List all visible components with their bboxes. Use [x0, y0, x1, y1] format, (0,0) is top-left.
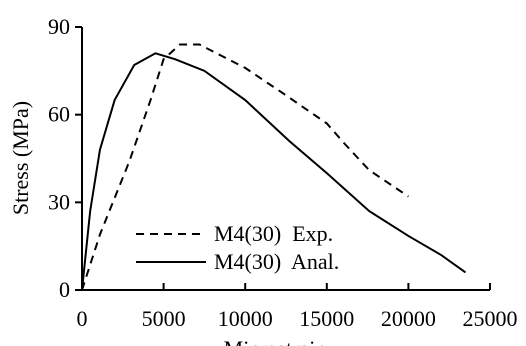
- data-line: [81, 43, 409, 291]
- y-tick-label: 60: [48, 102, 70, 127]
- y-tick-label: 90: [48, 14, 70, 39]
- legend-label: M4(30) Anal.: [214, 249, 339, 274]
- x-tick-label: 0: [77, 306, 88, 331]
- x-tick-label: 15000: [299, 306, 354, 331]
- data-line: [81, 52, 467, 291]
- x-tick-label: 25000: [463, 306, 518, 331]
- y-tick-label: 0: [59, 277, 70, 302]
- x-axis-label: Microstrain: [224, 336, 327, 346]
- x-tick-label: 20000: [381, 306, 436, 331]
- y-tick-label: 30: [48, 189, 70, 214]
- x-tick-label: 5000: [142, 306, 186, 331]
- y-axis-label: Stress (MPa): [8, 101, 33, 215]
- legend-label: M4(30) Exp.: [214, 221, 333, 246]
- x-tick-label: 10000: [218, 306, 273, 331]
